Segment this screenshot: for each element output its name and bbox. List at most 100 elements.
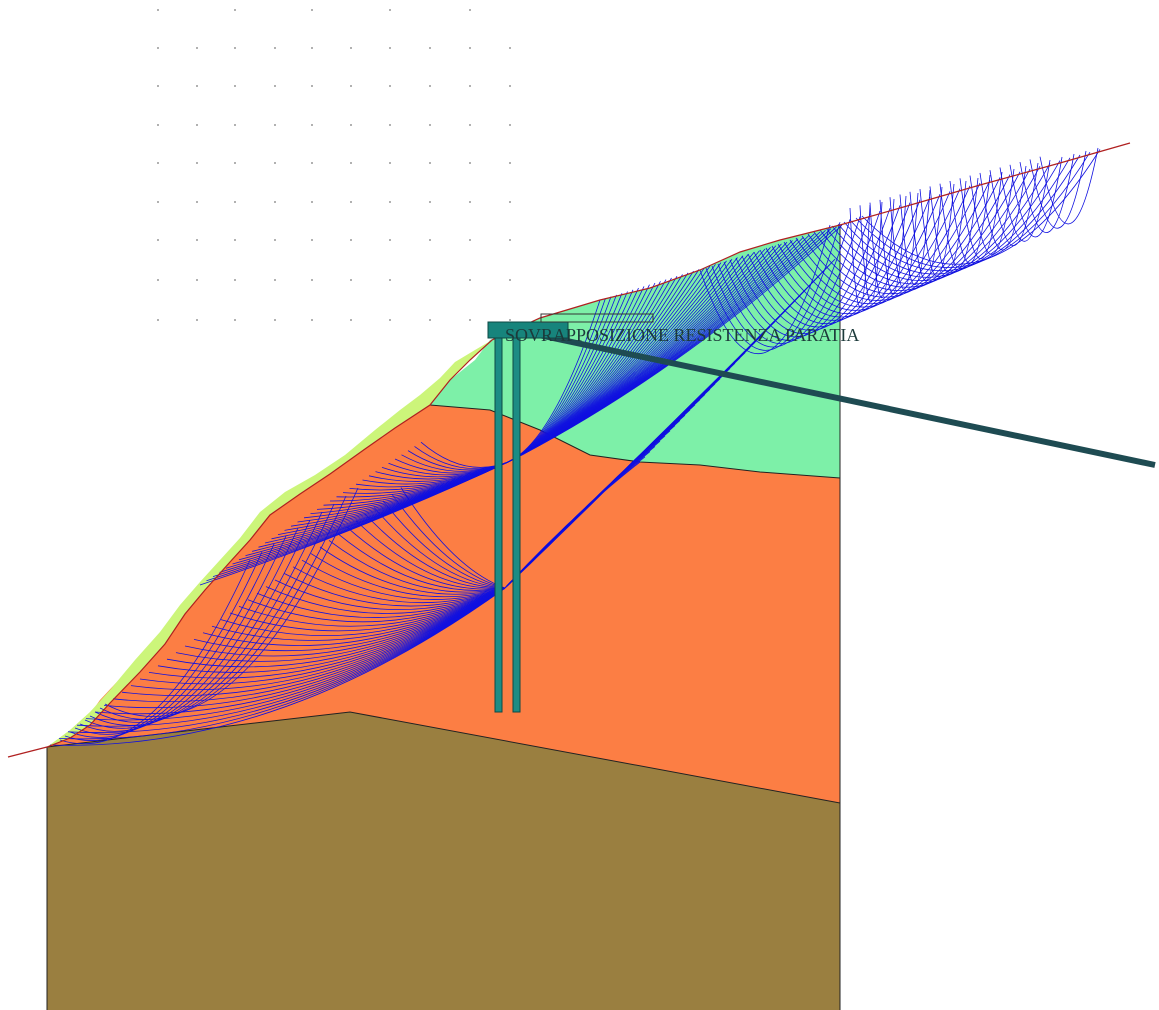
- slip-surface-arc: [765, 194, 941, 318]
- grid-point: [469, 162, 471, 164]
- grid-point: [157, 85, 159, 87]
- slip-surface-arc: [89, 511, 323, 726]
- grid-point: [311, 162, 313, 164]
- slip-surface-arc: [813, 171, 1021, 291]
- grid-point: [469, 85, 471, 87]
- diagram-label: SOVRAPPOSIZIONE RESISTENZA PARATIA: [505, 325, 859, 345]
- grid-point: [196, 47, 198, 49]
- slip-surface-arc: [849, 204, 871, 307]
- slip-surface-arc: [929, 180, 967, 273]
- grid-point: [350, 319, 352, 321]
- grid-point: [311, 9, 313, 11]
- grid-point: [429, 47, 431, 49]
- grid-point: [389, 319, 391, 321]
- slip-surface-arc: [1019, 153, 1075, 233]
- slip-surface-arc: [789, 182, 981, 305]
- slip-surface-arc: [382, 500, 506, 589]
- grid-point: [429, 162, 431, 164]
- slip-surface-arc: [175, 587, 506, 662]
- grid-point: [274, 319, 276, 321]
- slip-surface-arc: [121, 587, 506, 697]
- grid-point: [350, 85, 352, 87]
- center-grid: [157, 9, 511, 321]
- grid-point: [311, 201, 313, 203]
- slip-surface-arc: [211, 587, 506, 641]
- grid-point: [509, 279, 511, 281]
- grid-point: [274, 239, 276, 241]
- slip-surface-arc: [909, 186, 943, 281]
- grid-point: [469, 201, 471, 203]
- pile-cap: [487, 321, 569, 339]
- slip-surface-arc: [1009, 156, 1063, 238]
- upper-soil-layer: [430, 225, 840, 478]
- slip-surface-arc: [859, 201, 883, 303]
- grid-point: [234, 85, 236, 87]
- grid-point: [274, 124, 276, 126]
- slip-surface-arc: [229, 587, 506, 632]
- slip-surface-arc: [391, 493, 506, 589]
- slip-surface-arc: [801, 177, 1001, 298]
- slip-surface-arc: [104, 487, 359, 717]
- grid-point: [234, 319, 236, 321]
- grid-point: [509, 85, 511, 87]
- slip-surface-arc: [247, 587, 506, 623]
- grid-point: [509, 319, 511, 321]
- slip-surface-arc: [292, 566, 506, 604]
- grid-point: [311, 319, 313, 321]
- slip-surface-arc: [166, 587, 506, 668]
- pile-right: [512, 336, 521, 713]
- grid-point: [196, 319, 198, 321]
- grid-point: [196, 279, 198, 281]
- slip-surface-arc: [507, 224, 843, 463]
- slip-surface-arc: [364, 513, 506, 589]
- grid-point: [157, 201, 159, 203]
- slip-surface-arc: [319, 546, 506, 595]
- grid-point: [311, 124, 313, 126]
- grid-point: [389, 201, 391, 203]
- slip-surface-arc: [699, 224, 831, 354]
- slip-surfaces: [49, 147, 1101, 746]
- slip-surface-arc: [999, 159, 1051, 242]
- slip-surface-arc: [979, 165, 1027, 251]
- grid-point: [196, 239, 198, 241]
- slip-surface-arc: [861, 149, 1101, 265]
- grid-point: [157, 162, 159, 164]
- grid-point: [234, 239, 236, 241]
- anchor-tie-rod: [514, 327, 1156, 468]
- grid-point: [469, 279, 471, 281]
- slip-surface-arc: [74, 535, 287, 735]
- slip-surface-arc: [184, 587, 506, 657]
- slip-surface-arc: [939, 177, 979, 268]
- grid-point: [509, 47, 511, 49]
- grid-point: [196, 162, 198, 164]
- slip-surface-arc: [400, 487, 506, 589]
- slip-surface-arc: [238, 587, 506, 627]
- slip-surface-arc: [337, 533, 506, 591]
- grid-point: [196, 85, 198, 87]
- grid-point: [234, 162, 236, 164]
- grid-point: [311, 85, 313, 87]
- slip-surface-arc: [723, 213, 871, 341]
- slip-surface-arc: [741, 205, 901, 331]
- grid-point: [469, 239, 471, 241]
- grid-point: [234, 279, 236, 281]
- grid-point: [509, 201, 511, 203]
- grid-point: [429, 239, 431, 241]
- slip-surface-arc: [99, 495, 347, 720]
- slip-surface-arc: [949, 174, 991, 264]
- slip-surface-arc: [69, 543, 275, 738]
- slip-surface-arc: [795, 180, 991, 301]
- slip-surface-arc: [157, 587, 506, 673]
- grid-point: [350, 279, 352, 281]
- slip-surface-arc: [139, 587, 506, 685]
- slip-surface-arc: [103, 587, 506, 709]
- slip-surface-arc: [771, 191, 951, 315]
- slip-surface-arc: [959, 171, 1003, 260]
- grid-point: [157, 319, 159, 321]
- slip-surface-arc: [220, 587, 506, 636]
- grid-point: [350, 239, 352, 241]
- surcharge-load: [540, 313, 654, 323]
- grid-point: [389, 279, 391, 281]
- slip-surface-arc: [373, 507, 506, 589]
